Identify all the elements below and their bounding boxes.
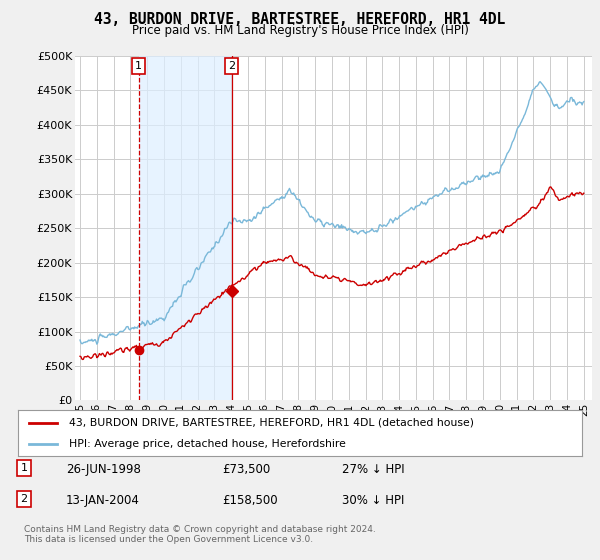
Text: 30% ↓ HPI: 30% ↓ HPI (342, 494, 404, 507)
Text: 2: 2 (20, 494, 28, 504)
Text: 2: 2 (228, 61, 235, 71)
Bar (139, 56, 232, 400)
Text: 13-JAN-2004: 13-JAN-2004 (66, 494, 140, 507)
Text: Price paid vs. HM Land Registry's House Price Index (HPI): Price paid vs. HM Land Registry's House … (131, 24, 469, 36)
Text: 43, BURDON DRIVE, BARTESTREE, HEREFORD, HR1 4DL (detached house): 43, BURDON DRIVE, BARTESTREE, HEREFORD, … (69, 418, 474, 428)
Text: 27% ↓ HPI: 27% ↓ HPI (342, 463, 404, 476)
Text: 43, BURDON DRIVE, BARTESTREE, HEREFORD, HR1 4DL: 43, BURDON DRIVE, BARTESTREE, HEREFORD, … (94, 12, 506, 27)
Text: Contains HM Land Registry data © Crown copyright and database right 2024.
This d: Contains HM Land Registry data © Crown c… (24, 525, 376, 544)
Text: £158,500: £158,500 (222, 494, 278, 507)
Text: HPI: Average price, detached house, Herefordshire: HPI: Average price, detached house, Here… (69, 439, 346, 449)
Text: £73,500: £73,500 (222, 463, 270, 476)
Text: 1: 1 (20, 463, 28, 473)
Text: 26-JUN-1998: 26-JUN-1998 (66, 463, 141, 476)
Text: 1: 1 (135, 61, 142, 71)
